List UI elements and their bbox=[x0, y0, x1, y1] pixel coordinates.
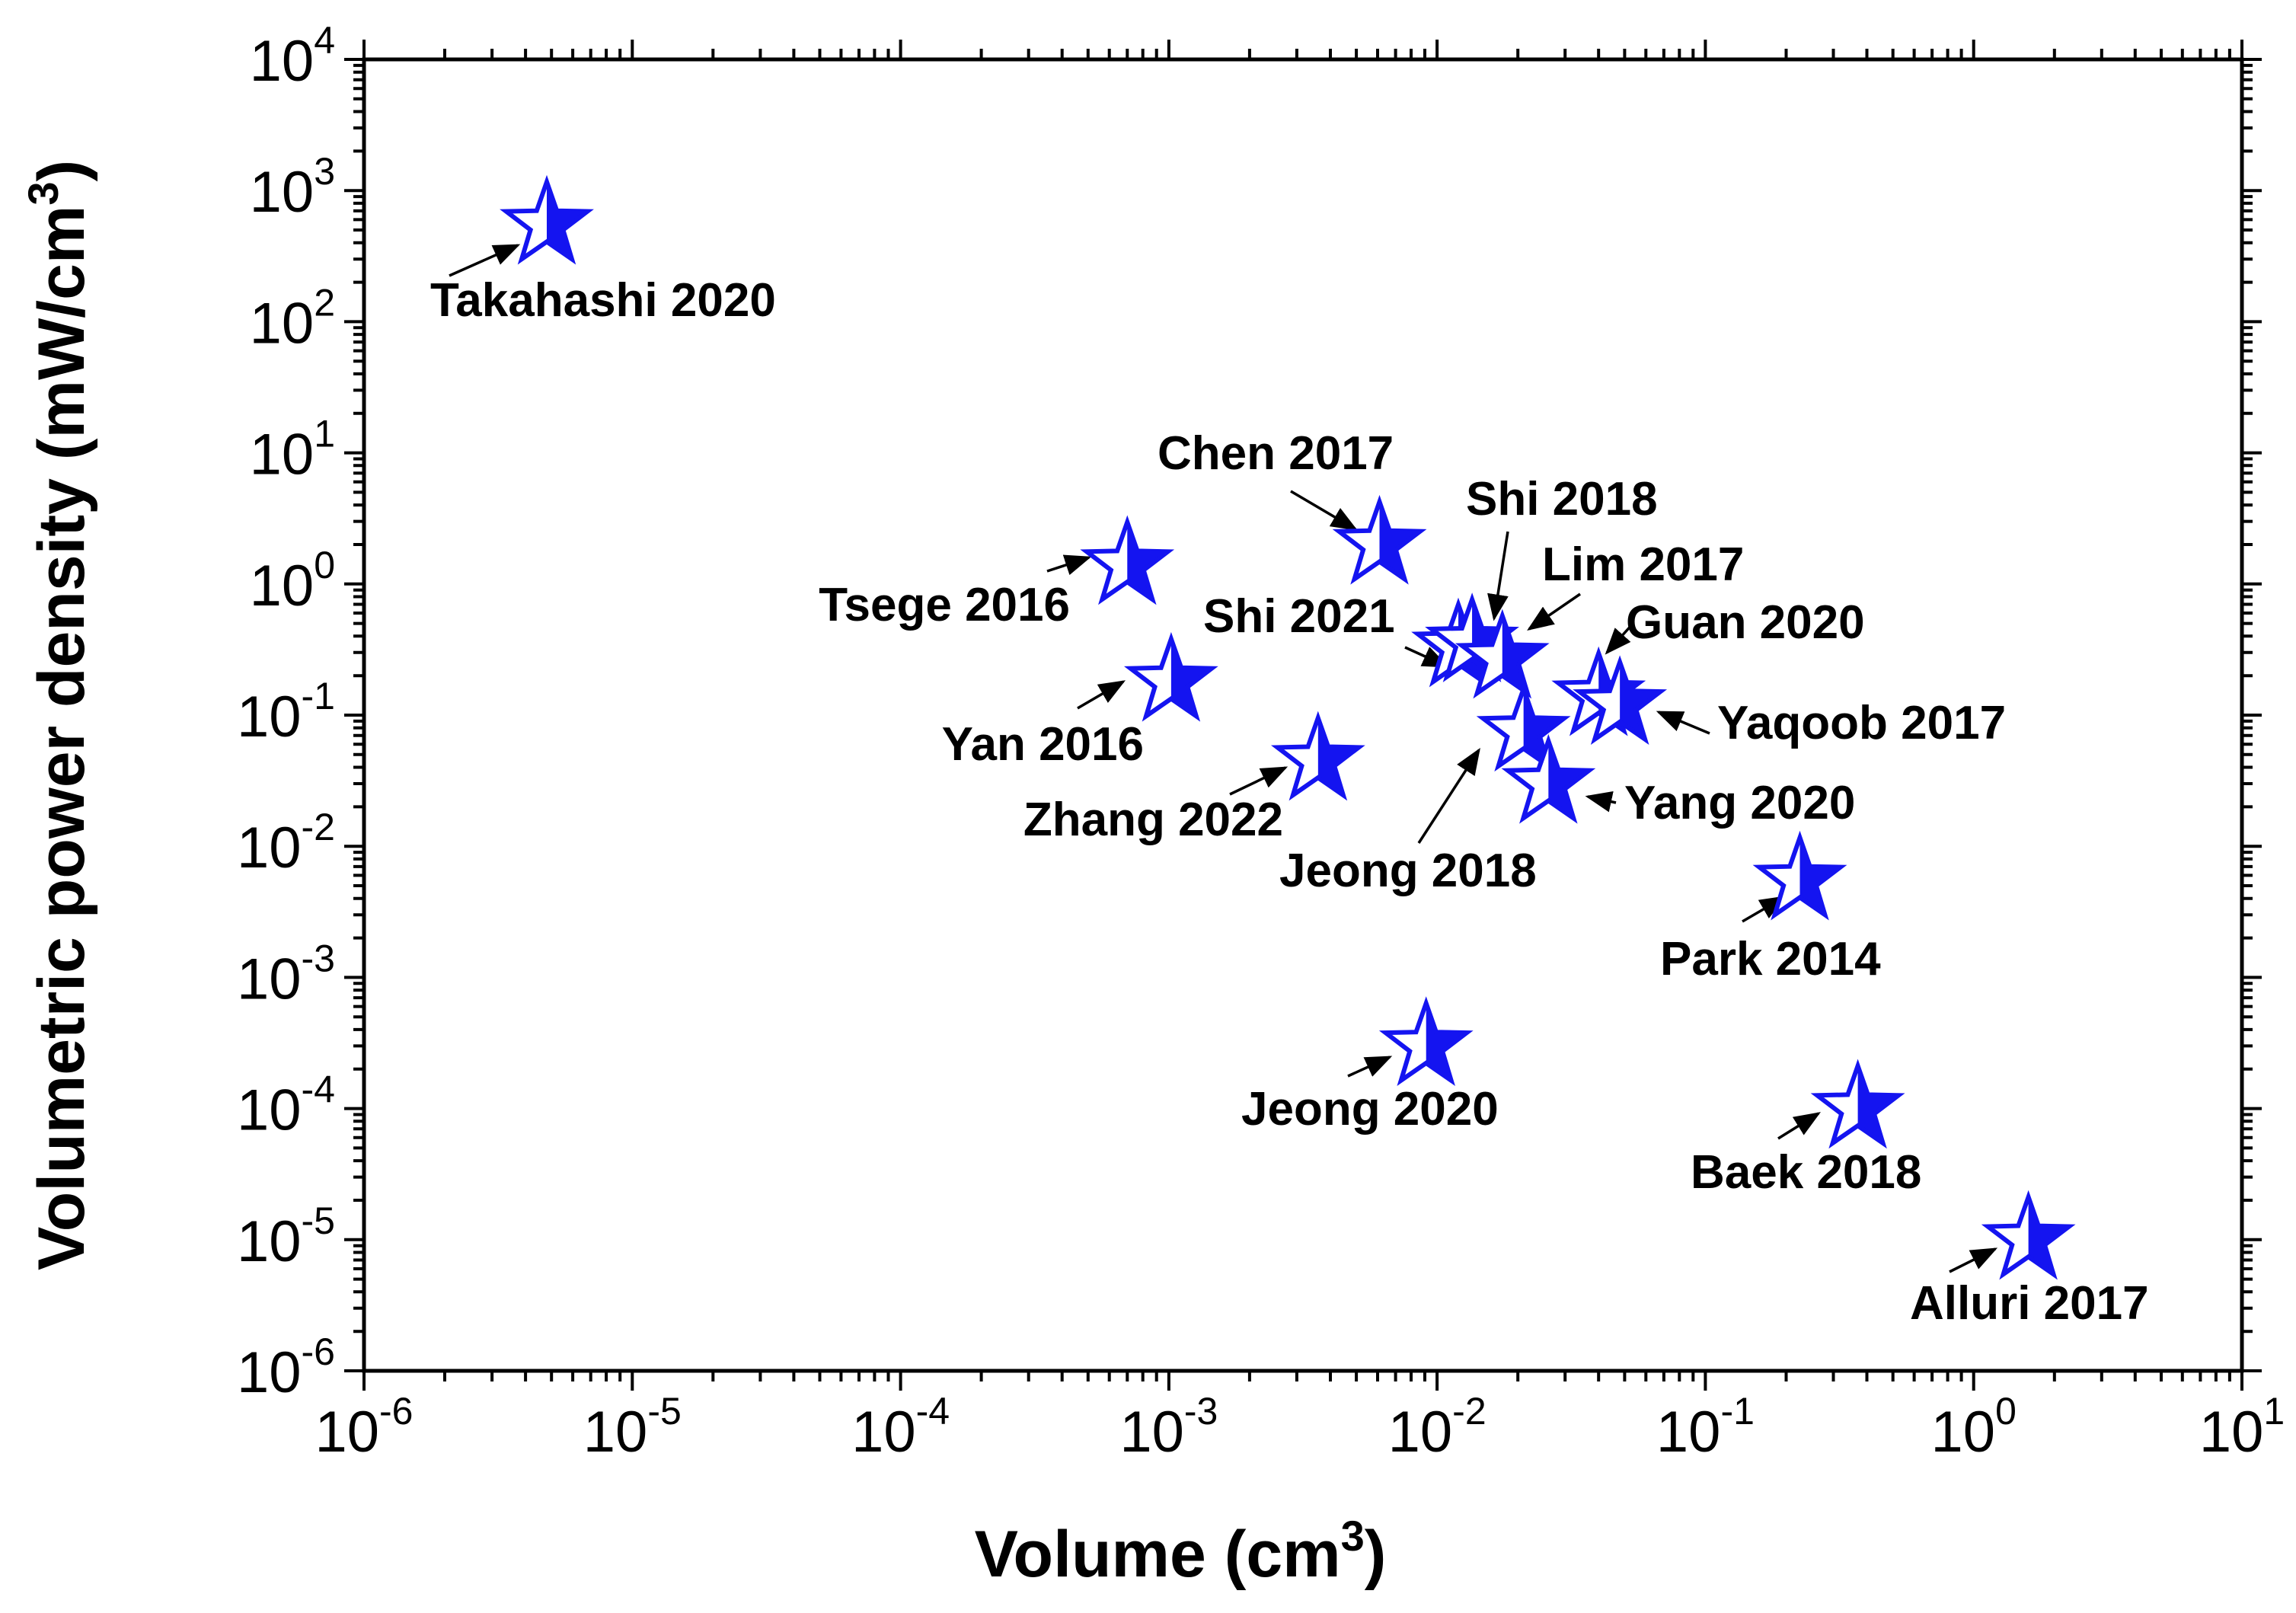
arrow-lim-2017 bbox=[1527, 592, 1581, 631]
point-label-yaqoob-2017: Yaqoob 2017 bbox=[1717, 697, 2006, 749]
x-tick-label: 100 bbox=[1931, 1390, 2017, 1464]
axis-ticks bbox=[344, 40, 2262, 1391]
arrow-yaqoob-2017 bbox=[1656, 711, 1710, 735]
arrow-guan-2020 bbox=[1605, 621, 1635, 655]
y-tick-label: 103 bbox=[250, 150, 335, 225]
arrow-yang-2020 bbox=[1585, 791, 1617, 813]
y-tick-label: 104 bbox=[250, 19, 335, 94]
point-label-guan-2020: Guan 2020 bbox=[1626, 596, 1865, 649]
star-marker-yang-2020 bbox=[1501, 733, 1596, 824]
x-tick-label: 101 bbox=[2199, 1390, 2285, 1464]
arrow-chen-2017 bbox=[1290, 490, 1359, 531]
x-tick-label: 10-2 bbox=[1388, 1390, 1486, 1464]
y-axis-title-main: Volumetric power density (mW/cm bbox=[25, 206, 98, 1271]
y-tick-label: 10-5 bbox=[237, 1199, 335, 1274]
arrow-shi-2018 bbox=[1487, 531, 1509, 621]
y-tick-label: 10-2 bbox=[237, 806, 335, 880]
point-label-tsege-2016: Tsege 2016 bbox=[819, 579, 1070, 631]
y-axis-title-tail: ) bbox=[25, 160, 98, 182]
ticks-layer bbox=[344, 40, 2262, 1391]
point-label-chen-2017: Chen 2017 bbox=[1158, 427, 1394, 480]
y-tick-label: 10-4 bbox=[237, 1068, 335, 1143]
point-label-lim-2017: Lim 2017 bbox=[1542, 538, 1744, 591]
star-marker-jeong-2018 bbox=[1476, 682, 1571, 772]
point-label-shi-2021: Shi 2021 bbox=[1203, 590, 1395, 643]
point-label-jeong-2018: Jeong 2018 bbox=[1279, 845, 1537, 897]
point-label-jeong-2020: Jeong 2020 bbox=[1241, 1083, 1499, 1135]
y-tick-label: 102 bbox=[250, 281, 335, 356]
point-label-yang-2020: Yang 2020 bbox=[1624, 777, 1855, 829]
star-marker-baek-2018 bbox=[1810, 1059, 1905, 1149]
arrow-yan-2016 bbox=[1077, 680, 1126, 710]
y-tick-label: 100 bbox=[250, 544, 335, 618]
star-marker-chen-2017 bbox=[1332, 494, 1427, 585]
data-points bbox=[500, 174, 2076, 1280]
arrow-jeong-2020 bbox=[1347, 1056, 1393, 1078]
star-marker-zhang-2022 bbox=[1270, 711, 1365, 801]
star-marker-alluri-2017 bbox=[1981, 1190, 2076, 1280]
arrow-baek-2018 bbox=[1777, 1112, 1821, 1140]
y-tick-label: 10-6 bbox=[237, 1330, 335, 1405]
arrow-alluri-2017 bbox=[1949, 1247, 1998, 1273]
y-axis-title: Volumetric power density (mW/cm3) bbox=[19, 160, 98, 1270]
x-axis-title-sup: 3 bbox=[1341, 1512, 1365, 1560]
arrow-jeong-2018 bbox=[1417, 748, 1480, 844]
x-axis-title-main: Volume (cm bbox=[975, 1518, 1341, 1591]
point-label-yan-2016: Yan 2016 bbox=[942, 718, 1144, 771]
x-axis-title: Volume (cm3) bbox=[975, 1512, 1387, 1591]
x-tick-label: 10-4 bbox=[851, 1390, 950, 1464]
y-tick-label: 10-3 bbox=[237, 937, 335, 1011]
y-tick-label: 101 bbox=[250, 413, 335, 487]
star-marker-park-2014 bbox=[1752, 830, 1847, 921]
arrow-tsege-2016 bbox=[1046, 554, 1092, 576]
arrow-takahashi-2020 bbox=[449, 244, 521, 277]
point-label-baek-2018: Baek 2018 bbox=[1691, 1146, 1921, 1199]
point-label-shi-2018: Shi 2018 bbox=[1466, 473, 1658, 525]
star-marker-yaqoob-2017 bbox=[1573, 655, 1668, 746]
x-tick-label: 10-3 bbox=[1119, 1390, 1218, 1464]
point-label-alluri-2017: Alluri 2017 bbox=[1910, 1277, 2149, 1330]
x-tick-labels: 10-6 10-5 10-4 10-3 10-2 10-1 100 101 bbox=[315, 1390, 2285, 1464]
star-marker-takahashi-2020 bbox=[500, 174, 594, 265]
x-tick-label: 10-1 bbox=[1656, 1390, 1755, 1464]
point-labels: Takahashi 2020 Tsege 2016 Yan 2016 Zhang 20… bbox=[430, 274, 2149, 1330]
point-label-zhang-2022: Zhang 2022 bbox=[1023, 794, 1283, 846]
star-marker-lim-2017 bbox=[1455, 608, 1550, 699]
star-marker-tsege-2016 bbox=[1080, 515, 1175, 605]
arrow-zhang-2022 bbox=[1229, 766, 1289, 796]
star-marker-yan-2016 bbox=[1123, 631, 1218, 722]
x-tick-label: 10-6 bbox=[315, 1390, 413, 1464]
point-label-park-2014: Park 2014 bbox=[1660, 933, 1881, 985]
y-tick-labels: 10-6 10-5 10-4 10-3 10-2 10-1 100 101 102 103 104 bbox=[237, 19, 335, 1405]
annotation-arrows bbox=[449, 244, 1998, 1273]
x-tick-label: 10-5 bbox=[583, 1390, 682, 1464]
y-axis-title-sup: 3 bbox=[19, 181, 67, 205]
star-marker-jeong-2020 bbox=[1378, 996, 1474, 1087]
y-tick-label: 10-1 bbox=[237, 675, 335, 749]
x-axis-title-tail: ) bbox=[1365, 1518, 1387, 1591]
point-label-takahashi-2020: Takahashi 2020 bbox=[430, 274, 776, 327]
